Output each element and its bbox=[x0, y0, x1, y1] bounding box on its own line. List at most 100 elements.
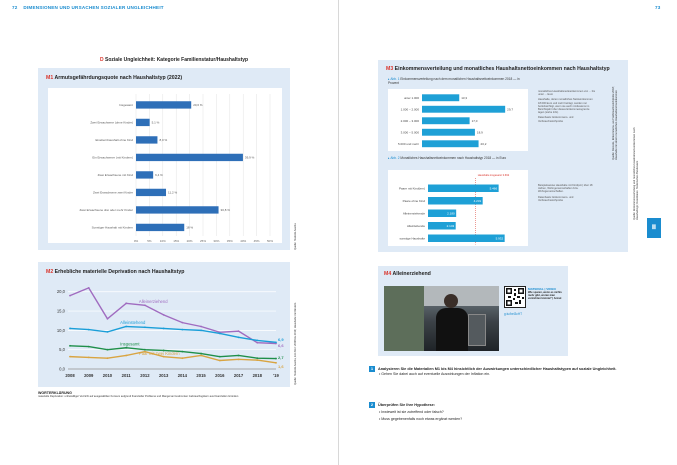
m1-bar bbox=[136, 223, 185, 232]
m4-title: M4 Alleinerziehend bbox=[384, 271, 431, 277]
task-2-bullet-1: Inwieweit ist sie zutreffend oder falsch… bbox=[379, 410, 624, 415]
m1-xtick-label: 25% bbox=[200, 239, 206, 243]
m1-category-label: Einelternhaushalt ohne Kind bbox=[95, 138, 133, 142]
m2-data-point bbox=[69, 327, 71, 330]
m1-category-label: Zwei Erwachsene (ohne Kinder) bbox=[90, 120, 133, 124]
m1-bar bbox=[136, 101, 192, 109]
m2-xtick-label: 2014 bbox=[178, 373, 188, 378]
m2-xtick-label: 2011 bbox=[122, 373, 132, 378]
m3-chart2-note: Haushalte insgesamt 3.692 bbox=[478, 173, 510, 177]
qr-code-icon[interactable] bbox=[504, 286, 526, 308]
m1-category-label: Zwei Erwachsene drei oder mehr Kinder bbox=[79, 208, 133, 212]
m2-data-point bbox=[87, 345, 90, 348]
m3-chart1-value: 29,7 bbox=[507, 107, 513, 111]
m2-ytick-label: 10,0 bbox=[57, 328, 66, 333]
m4-video-thumbnail[interactable] bbox=[384, 286, 499, 351]
m2-data-point bbox=[144, 350, 146, 353]
m2-data-point bbox=[162, 327, 165, 330]
m2-data-point bbox=[200, 325, 202, 328]
m1-box: M1 Armutsgefährdungsquote nach Haushalts… bbox=[38, 68, 290, 250]
m2-data-point bbox=[125, 346, 128, 349]
m1-value-label: 30,8 % bbox=[221, 208, 231, 212]
m3-title-text: Einkommensverteilung und monatliches Hau… bbox=[394, 66, 610, 72]
m2-series-label: Alleinerziehend bbox=[139, 299, 168, 304]
m3-chart1-bar bbox=[422, 128, 475, 136]
m2-data-point bbox=[218, 359, 221, 362]
m2-data-point bbox=[69, 344, 71, 347]
m3-chart2-bar bbox=[428, 209, 457, 217]
m2-title-text: Erhebliche materielle Deprivation nach H… bbox=[54, 269, 185, 275]
m3-chart2-panel: Haushalte insgesamt 3.692 Paare mit Kind(… bbox=[388, 170, 528, 246]
m3-chart2-category: Alleinlebende bbox=[407, 224, 425, 228]
m3-chart2-bar bbox=[428, 197, 483, 205]
m1-xtick-label: 30% bbox=[213, 239, 219, 243]
m3-side-note2: Haushalte, deren monatliches Nettoeinkom… bbox=[538, 98, 593, 115]
m2-data-point bbox=[125, 302, 128, 305]
m2-series-label: Insgesamt bbox=[120, 341, 140, 346]
m3-sub1-title: ▸ Abb. 1 Einkommensverteilung nach dem m… bbox=[388, 77, 520, 85]
m2-data-point bbox=[218, 332, 221, 335]
m3-chart1-value: 13,3 bbox=[461, 96, 467, 100]
m1-value-label: 6,4 % bbox=[155, 173, 163, 177]
task-2-bullet-2: Muss gegebenenfalls noch etwas ergänzt w… bbox=[379, 417, 624, 422]
left-chapter-title: DIMENSIONEN UND URSACHEN SOZIALER UNGLEI… bbox=[23, 5, 164, 10]
m1-bar bbox=[136, 136, 158, 144]
m2-data-point bbox=[275, 361, 277, 364]
m3-chart1-bar bbox=[422, 105, 506, 113]
m2-xtick-label: 2013 bbox=[159, 373, 169, 378]
m2-series-label: Paar mit zwei Kindern bbox=[139, 351, 180, 356]
section-title-text: Soziale Ungleichheit: Kategorie Familien… bbox=[105, 57, 249, 63]
m4-photo-head bbox=[444, 294, 458, 308]
m3-chart1-bar bbox=[422, 140, 479, 148]
m2-ytick-label: 20,0 bbox=[57, 289, 66, 294]
m1-xtick-label: 10% bbox=[160, 239, 166, 243]
m2-data-point bbox=[237, 354, 240, 357]
m2-data-point bbox=[106, 348, 109, 351]
m2-ytick-label: 15,0 bbox=[57, 309, 66, 314]
m2-data-point bbox=[106, 357, 109, 360]
m2-data-point bbox=[200, 354, 202, 357]
m3-chart2-value: 5.466 bbox=[490, 186, 498, 190]
left-page-header: 72 DIMENSIONEN UND URSACHEN SOZIALER UNG… bbox=[12, 5, 164, 10]
m1-bar bbox=[136, 206, 219, 214]
left-page-number: 72 bbox=[12, 5, 18, 10]
m1-marker: M1 bbox=[46, 75, 54, 81]
m3-sub2-title: ▸ Abb. 2 Monatliches Haushaltsnettoeinko… bbox=[388, 156, 507, 160]
m1-chart-panel: 0%5%10%15%20%25%30%35%40%45%50%Armutsgef… bbox=[48, 88, 282, 248]
m3-chart1-category: 2.000 – 3.000 bbox=[401, 119, 420, 123]
m2-data-point bbox=[106, 331, 109, 333]
m3-chart1-panel: unter 1.000 13,3 1.000 – 2.000 29,7 2.000 – … bbox=[388, 89, 528, 151]
m2-xtick-label: '19 bbox=[273, 373, 279, 378]
m4-material-text: Wie sparen, wenn es nichts mehr gibt, wo… bbox=[528, 291, 562, 301]
m4-photo-plant bbox=[384, 286, 424, 351]
m3-chart2-bar bbox=[428, 234, 505, 242]
m1-category-label: Zwei Erwachsene mit Kind bbox=[98, 173, 134, 177]
m4-material-label: MATERIAL | VIDEO bbox=[528, 287, 556, 291]
m3-side-note4: Beispielsweise Haushalte mit Kind(ern) ü… bbox=[538, 184, 593, 194]
m1-xtick-label: 0% bbox=[134, 239, 139, 243]
m1-xtick-label: 50% bbox=[267, 239, 273, 243]
m4-link[interactable]: g.tu/bel3cHT bbox=[504, 312, 523, 316]
m3-sub2-label: Abb. 2 bbox=[390, 156, 400, 160]
m2-data-point bbox=[200, 329, 202, 332]
m4-photo-door bbox=[468, 314, 486, 346]
m3-sub2-text: Monatliches Haushaltsnettoeinkommen nach… bbox=[400, 156, 507, 160]
m3-chart1-bar bbox=[422, 94, 460, 102]
qr-code-graphic bbox=[506, 288, 524, 306]
m2-title: M2 Erhebliche materielle Deprivation nac… bbox=[46, 269, 184, 275]
m1-category-label: Sonstiger Haushalt mit Kindern bbox=[92, 225, 134, 229]
m2-data-point bbox=[87, 328, 90, 331]
m1-bar bbox=[136, 118, 150, 127]
m3-chart1-value: 17,0 bbox=[472, 119, 478, 123]
right-page-number: 73 bbox=[655, 5, 661, 10]
m3-marker: M3 bbox=[386, 66, 394, 72]
task-1-heading: 1 Analysieren Sie die Materialien M1 bis … bbox=[369, 366, 624, 372]
m2-data-point bbox=[144, 348, 146, 351]
m3-chart2-category: Paare mit Kind(ern) bbox=[399, 186, 425, 190]
m2-xtick-label: 2008 bbox=[65, 373, 75, 378]
m2-data-point bbox=[69, 355, 71, 358]
m3-chart2-category: Alleinerziehende bbox=[403, 211, 426, 215]
m2-xtick-label: 2015 bbox=[196, 373, 206, 378]
glossary: WORTERKLÄRUNG materielle Deprivation: un… bbox=[38, 391, 288, 398]
